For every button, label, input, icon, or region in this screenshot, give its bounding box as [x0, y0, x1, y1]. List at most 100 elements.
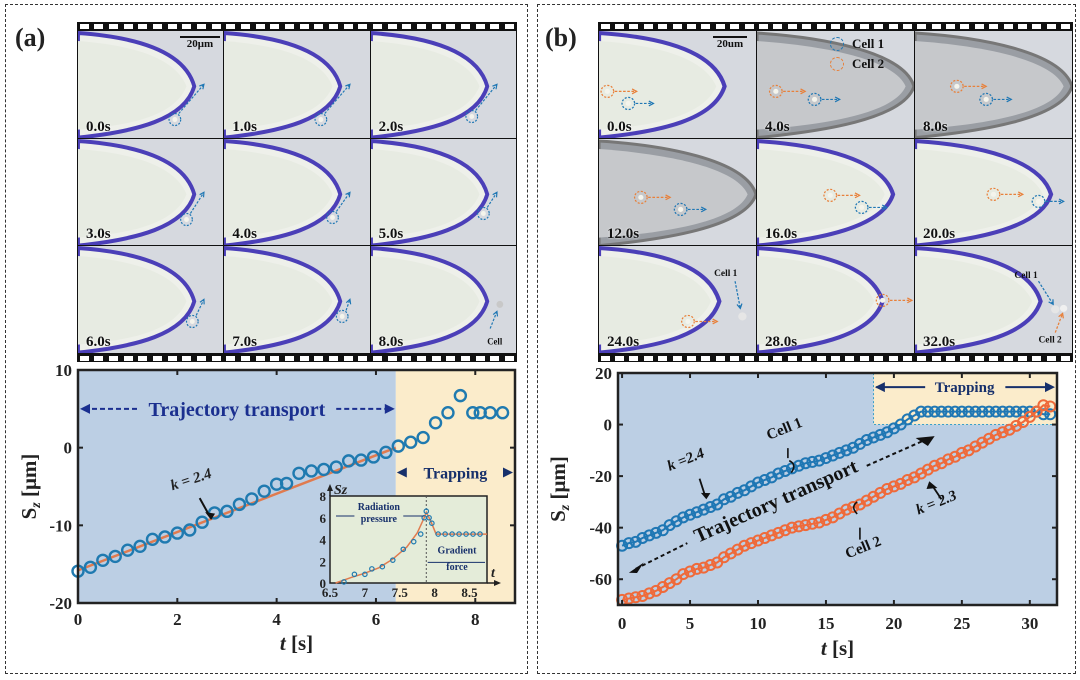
data-point-cell-2 — [928, 459, 941, 472]
sprocket-hole — [226, 355, 236, 361]
cell-2-arrow-head — [1058, 312, 1064, 319]
sprocket-hole — [917, 23, 927, 29]
data-point — [441, 406, 455, 420]
sprocket-hole — [730, 355, 740, 361]
sprocket-hole — [197, 355, 207, 361]
cell-body — [773, 88, 779, 94]
cell-1-arrow-head — [834, 96, 841, 103]
cell-body — [811, 96, 818, 102]
data-point-cell-2 — [622, 592, 635, 605]
data-point-cell-2 — [887, 480, 900, 493]
cell-2-arrow-head — [665, 194, 672, 200]
annotation-trajectory-transport: Trajectory transport — [149, 399, 326, 421]
x-tick-label: 0 — [74, 610, 83, 629]
arrowhead-left — [874, 382, 885, 393]
video-frame: 1.0s — [224, 31, 370, 138]
inset-x-tick-label: 7.5 — [392, 585, 409, 600]
sprocket-hole — [974, 355, 984, 361]
sprocket-hole — [270, 23, 280, 29]
y-axis-label: Sz [μm] — [546, 456, 573, 522]
cell-1-marker — [673, 202, 688, 216]
data-point — [483, 406, 497, 420]
sprocket-hole — [730, 23, 740, 29]
frame-timestamp: 20.0s — [923, 226, 956, 243]
data-point-cell-1 — [799, 457, 812, 470]
data-point-cell-2 — [751, 534, 764, 547]
sprocket-hole — [917, 355, 927, 361]
inset-data-point — [369, 566, 375, 572]
cell-1-arrow-head — [1048, 299, 1054, 306]
data-point-cell-1 — [949, 405, 962, 418]
inset-y-label: Sz — [334, 483, 348, 498]
sprocket-hole — [758, 355, 768, 361]
cell-1-arrow — [1037, 281, 1054, 306]
sprocket-hole — [701, 355, 711, 361]
video-frame: 3.0s — [78, 138, 224, 246]
cell-body — [954, 83, 960, 89]
cell-1-annotation: Cell 1 — [714, 269, 738, 279]
data-point — [428, 416, 443, 430]
data-point-cell-1 — [874, 428, 887, 441]
inset-x-tick-label: 6.5 — [322, 585, 339, 600]
sprocket-hole — [902, 355, 912, 361]
fiber-core — [599, 148, 748, 238]
inset-y-tick-label: 8 — [320, 489, 327, 504]
sprocket-hole — [490, 355, 500, 361]
sprocket-hole — [888, 355, 898, 361]
frame-image — [370, 138, 498, 246]
sprocket-hole — [989, 23, 999, 29]
chart-b: 0 5 10 15 20 25 30 -60 -40 -20 0 20 t [s] Sz [μm] Trap… — [537, 360, 1077, 680]
data-point-cell-1 — [684, 508, 697, 521]
inset-data-point — [423, 508, 430, 515]
data-point-cell-2 — [819, 513, 832, 526]
sprocket-hole — [773, 23, 783, 29]
sprocket-hole — [402, 23, 412, 29]
sprocket-hole — [974, 23, 984, 29]
sprocket-hole — [431, 355, 441, 361]
data-point-cell-1 — [983, 405, 996, 418]
sprocket-hole — [874, 355, 884, 361]
cell-1-marker — [621, 96, 636, 111]
data-point-cell-2 — [806, 517, 819, 530]
sprocket-hole — [1061, 355, 1071, 361]
y-tick-label: 10 — [55, 361, 72, 380]
data-point — [379, 445, 393, 460]
data-point-cell-1 — [962, 405, 975, 418]
inset-data-point — [449, 531, 455, 537]
data-point-cell-1 — [833, 446, 846, 459]
cell-1-arrow-head — [700, 206, 708, 213]
sprocket-hole — [197, 23, 207, 29]
data-point-cell-2 — [677, 568, 690, 581]
frame-timestamp: 0.0s — [607, 118, 632, 135]
inset-y-tick-label: 4 — [320, 533, 327, 548]
data-point — [304, 464, 319, 478]
cell-marker — [476, 206, 490, 220]
x-tick-label: 10 — [749, 614, 766, 633]
sprocket-hole — [504, 355, 514, 361]
cell-2-arrow-head — [907, 297, 914, 304]
x-tick-label: 5 — [686, 614, 695, 633]
sprocket-hole — [946, 355, 956, 361]
y-tick-label: -60 — [589, 570, 612, 589]
sprocket-hole — [446, 355, 456, 361]
video-frame: 8.0s — [915, 31, 1072, 138]
sprocket-hole — [643, 355, 653, 361]
data-point-cell-1 — [806, 455, 819, 468]
fiber-core — [224, 148, 333, 238]
data-point — [83, 560, 98, 574]
cell-body — [468, 114, 474, 120]
sprocket-hole — [167, 23, 177, 29]
panel-a-label: (a) — [15, 23, 46, 52]
y-tick-label: -20 — [589, 467, 612, 486]
video-frame: 0.0s — [599, 31, 756, 138]
frame-image: Cell 1 — [599, 246, 747, 353]
sprocket-hole — [687, 355, 697, 361]
arrowhead-left — [628, 562, 644, 574]
sprocket-hole — [123, 23, 133, 29]
data-point — [245, 492, 259, 506]
inset-x-label: t — [491, 566, 496, 581]
fiber-core — [78, 148, 187, 238]
sprocket-hole — [859, 23, 869, 29]
legend-marker — [830, 57, 844, 71]
frame-timestamp: 8.0s — [378, 333, 404, 350]
